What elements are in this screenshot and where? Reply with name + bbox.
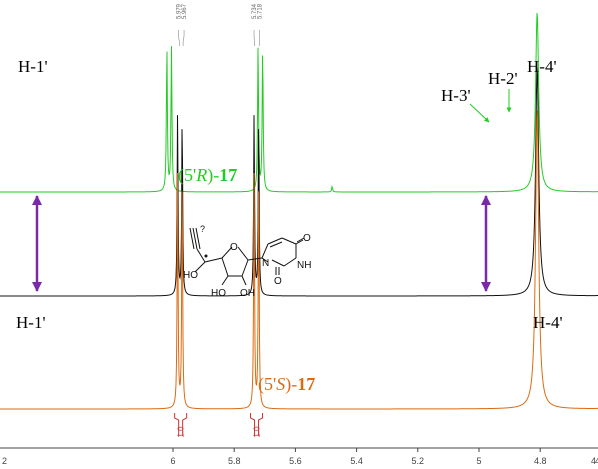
structure-label-oh-2: OH xyxy=(240,288,255,299)
peak-list-value: 5.718 xyxy=(258,3,264,19)
peak-list-value: 5.734 xyxy=(252,3,258,19)
annotation-h1-prime-r: H-1' xyxy=(18,57,48,76)
structure-label-ring-o: O xyxy=(230,242,238,253)
uridine-structure-labels: ? HO O N O NH O HO OH xyxy=(183,224,311,299)
x-tick-label: 5.4 xyxy=(350,456,363,466)
annotation-h4-prime-r: H-4' xyxy=(527,57,557,76)
peak-list-leader xyxy=(178,30,180,46)
peak-list-leader xyxy=(182,30,185,46)
x-axis-ticks: 65.85.65.45.254.84.64.44.2424 xyxy=(2,448,598,466)
spectrum-traces xyxy=(0,12,598,410)
bond-c5-c6 xyxy=(196,248,206,263)
peak-list-labels: 5.9795.9675.7345.7184.5514.5464.5444.539… xyxy=(176,3,264,19)
spectrum-trace-3 xyxy=(0,110,598,410)
annotation-h1-prime-s: H-1' xyxy=(16,313,46,332)
annotation-h2-prime-r: H-2' xyxy=(488,69,518,88)
h3-prime-pointer-arrow xyxy=(469,103,490,123)
radical-dot xyxy=(204,254,208,258)
annotation-h4-prime-s: H-4' xyxy=(533,313,563,332)
integral-label: 1.0 xyxy=(253,426,262,438)
structure-label-ho-3: HO xyxy=(211,288,226,299)
stereo-question-mark: ? xyxy=(200,224,205,234)
x-tick-label: 5.8 xyxy=(228,456,241,466)
peak-list-value: 5.979 xyxy=(176,3,182,19)
structure-label-o2: O xyxy=(274,276,282,287)
x-tick-label: 5 xyxy=(476,456,481,466)
structure-label-o4: O xyxy=(303,233,311,244)
x-tick-label: 4.8 xyxy=(534,456,547,466)
x-tick-label: 5.6 xyxy=(289,456,302,466)
peak-list-leaders xyxy=(178,30,260,46)
integral-marks: 1.01.01.12.11.1 xyxy=(174,413,264,438)
x-edge-label-right: 4 xyxy=(591,456,596,466)
spectrum-trace-1 xyxy=(0,12,598,193)
integral-bracket xyxy=(250,413,264,436)
structure-label-nh: NH xyxy=(297,260,311,271)
x-tick-label: 4.6 xyxy=(595,456,598,466)
structure-label-n1: N xyxy=(262,258,269,269)
peak-list-value: 5.967 xyxy=(182,3,188,19)
integral-label: 1.0 xyxy=(177,426,186,438)
integral-bracket xyxy=(174,413,188,436)
x-tick-label: 5.2 xyxy=(412,456,425,466)
x-edge-label-left: 2 xyxy=(2,456,7,466)
series-label-5r-17: (5'R)-17 xyxy=(178,165,237,186)
spectrum-trace-2 xyxy=(0,67,598,297)
alkyne-bond xyxy=(192,227,198,250)
series-label-5s-17: (5'S)-17 xyxy=(258,374,315,395)
structure-label-ho-5: HO xyxy=(183,270,198,281)
uridine-structure xyxy=(189,227,305,286)
annotation-h3-prime-r: H-3' xyxy=(441,86,471,105)
x-tick-label: 6 xyxy=(170,456,175,466)
annotation-h1-upper: H-1' xyxy=(18,57,48,76)
